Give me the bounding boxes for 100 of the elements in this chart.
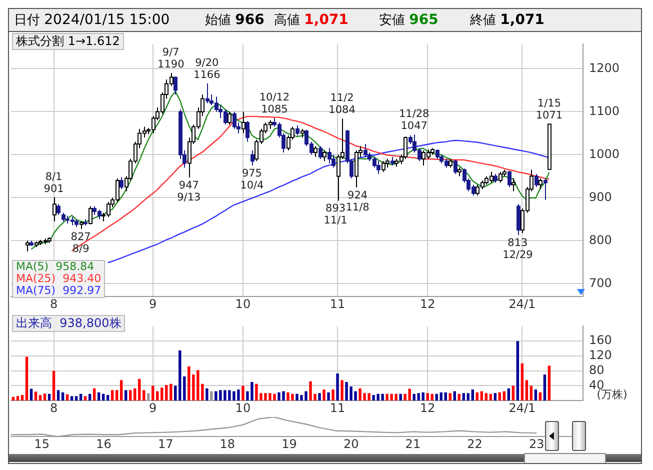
bar [332,389,334,401]
bar [322,389,326,401]
annotation: 947 9/13 [177,179,201,204]
annotation: 975 10/4 [240,167,264,192]
bar [426,393,429,401]
bar [88,394,92,401]
bar [30,388,33,401]
bar [242,386,244,401]
bar [102,394,105,401]
text: 高値 1,071 [274,12,348,28]
bar [52,370,56,401]
y-tick-label: 1000 [589,146,620,161]
x-tick-label: 20 [343,436,359,451]
bar [142,390,146,401]
y-tick-label: 1100 [589,104,620,118]
bar [170,384,172,401]
bar [448,393,452,401]
bar [48,394,51,401]
annotation: 1/15 1071 [536,98,563,122]
bar [106,395,110,401]
bar [534,389,538,401]
bar [520,363,524,401]
bar [16,396,20,401]
x-tick-label: 8 [50,400,58,415]
bar [525,380,528,401]
x-tick-label: 21 [405,436,421,451]
bar [516,341,520,401]
bar [462,393,465,401]
series-label: MA(5) 958.84 [16,260,96,273]
annotation: 株式分割 1→1.612 [12,33,124,50]
bar [444,392,447,401]
bar [466,393,470,401]
text: MA(75) 992.97 [16,284,102,297]
bar [435,394,438,401]
x-tick-label: 8 [50,296,58,311]
bar [498,392,502,401]
bar [412,394,416,401]
text: MA(25) 943.40 [16,272,102,285]
text: 始値 966 [205,12,264,28]
bar [152,386,154,401]
bar [79,394,82,401]
bar [25,356,28,401]
bar [92,388,96,401]
annotation: 893 11/1 [324,202,348,227]
y-tick-label: 900 [589,190,612,204]
annotation: 813 12/29 [502,237,533,262]
annotation: 9/7 1190 [158,46,184,70]
bar [336,373,339,401]
annotation: 827 8/9 [70,231,91,256]
x-tick-label: 9 [149,296,157,311]
bar [129,390,132,401]
bar [97,392,100,401]
annotation: 出来高 938,800株 [12,315,126,332]
bar [548,366,551,401]
bar [507,388,510,401]
bar [174,386,177,401]
annotation: 10/12 1085 [259,92,290,116]
x-tick-label: 19 [282,436,297,451]
bar [538,392,542,401]
bar [84,396,87,401]
bar [206,388,208,401]
bar [61,392,64,401]
text: 安値 965 [379,12,438,28]
x-tick-label: 17 [158,436,174,451]
bar [494,393,497,401]
annotation: 9/20 1166 [194,56,221,81]
x-tick-label: 10 [235,296,251,311]
y-tick-label: 800 [589,232,612,247]
bar [74,396,78,401]
x-tick-label: 11 [330,296,346,311]
bar [124,390,128,401]
bar [489,394,492,401]
x-tick-label: 12 [420,296,436,311]
bar [484,393,488,401]
bar [471,389,474,401]
bar [115,390,118,401]
y-tick-label: 1200 [589,60,620,75]
bar [340,380,344,401]
bar [38,395,42,401]
bar [138,379,141,401]
text: 終値 1,071 [470,12,544,28]
bar [110,390,114,401]
x-tick-label: 24/1 [508,296,536,311]
bar [165,384,168,401]
x-tick-label: 12 [420,400,436,415]
bar [43,394,46,401]
x-tick-label: 18 [220,436,236,451]
x-tick-label: 16 [96,436,112,451]
x-tick-label: 10 [235,400,251,415]
bar [512,386,515,401]
x-tick-label: 23 [528,436,544,451]
x-tick-label: 11 [330,400,346,415]
bar [120,380,123,401]
bar [422,392,424,401]
bar [56,390,60,401]
x-tick-label: 9 [149,400,157,415]
y-tick-label: 120 [589,348,612,362]
x-tick-label: 22 [467,436,482,451]
bar [327,392,330,401]
bar [178,350,182,401]
